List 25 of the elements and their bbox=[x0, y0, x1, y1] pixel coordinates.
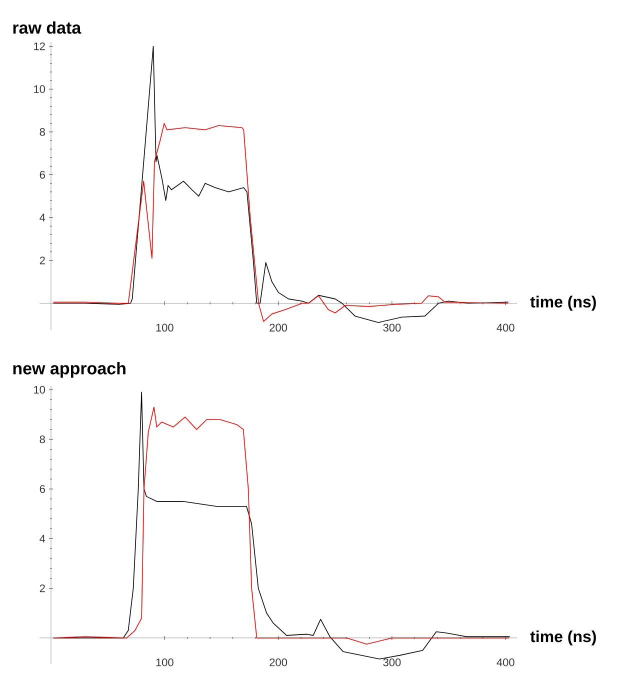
x-tick-label: 200 bbox=[270, 324, 288, 332]
y-tick-label: 12 bbox=[34, 42, 45, 50]
y-tick-label: 2 bbox=[40, 256, 45, 264]
y-tick-label: 8 bbox=[40, 435, 45, 444]
y-tick-label: 6 bbox=[40, 170, 45, 179]
y-tick-label: 2 bbox=[40, 584, 45, 592]
x-axis-title: time (ns) bbox=[530, 296, 596, 311]
x-tick-label: 400 bbox=[496, 658, 514, 666]
y-tick-label: 6 bbox=[40, 485, 45, 493]
y-tick-label: 4 bbox=[40, 214, 46, 222]
chart-title: new approach bbox=[13, 362, 126, 378]
y-tick-label: 8 bbox=[40, 128, 45, 136]
x-tick-label: 100 bbox=[156, 658, 174, 666]
y-tick-label: 4 bbox=[40, 534, 46, 542]
x-tick-label: 300 bbox=[383, 324, 401, 332]
line-series bbox=[52, 122, 508, 322]
x-tick-label: 300 bbox=[383, 658, 401, 666]
x-tick-label: 400 bbox=[496, 324, 514, 332]
x-axis-title: time (ns) bbox=[530, 630, 596, 646]
line-series bbox=[52, 46, 509, 323]
y-tick-label: 10 bbox=[34, 85, 46, 94]
x-tick-label: 100 bbox=[156, 324, 174, 332]
x-tick-label: 200 bbox=[270, 658, 288, 666]
chart-title: raw data bbox=[13, 21, 82, 34]
y-tick-label: 10 bbox=[34, 386, 46, 394]
